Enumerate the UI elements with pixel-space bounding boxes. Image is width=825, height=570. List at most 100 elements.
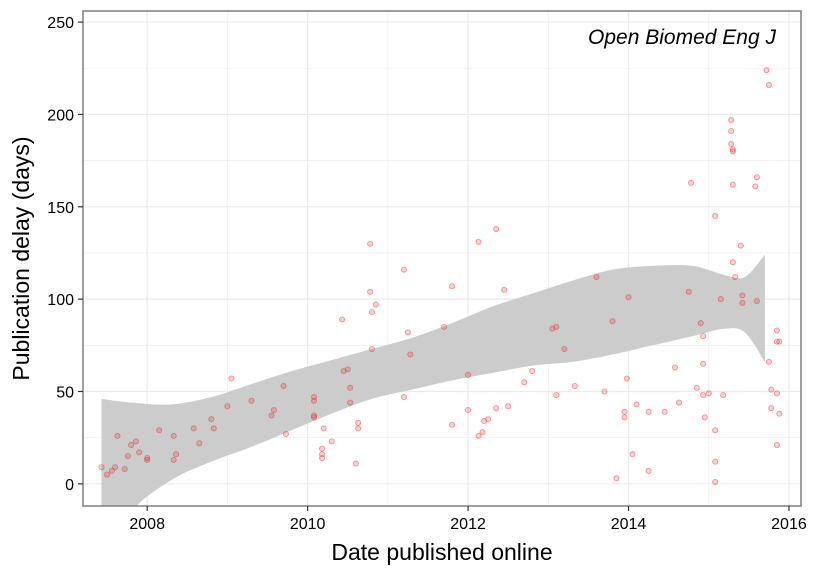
data-point [693, 384, 700, 391]
x-axis-title: Date published online [331, 539, 552, 565]
data-point [773, 327, 780, 334]
data-point [282, 430, 289, 437]
data-point [553, 392, 560, 399]
y-axis-ticks: 0 50 100 150 200 250 [47, 15, 83, 494]
data-point [728, 140, 735, 147]
data-point [449, 283, 456, 290]
data-point [752, 183, 759, 190]
data-point [720, 392, 727, 399]
data-point [773, 390, 780, 397]
data-point [475, 432, 482, 439]
data-point [521, 379, 528, 386]
data-point [124, 453, 131, 460]
data-point [347, 384, 354, 391]
data-point [479, 429, 486, 436]
y-tick-label: 200 [47, 107, 74, 124]
data-point [400, 394, 407, 401]
data-point [173, 451, 180, 458]
data-point [768, 386, 775, 393]
y-tick-label: 250 [47, 15, 74, 32]
data-point [475, 238, 482, 245]
data-point [549, 325, 556, 332]
data-point [190, 425, 197, 432]
data-point [347, 399, 354, 406]
data-point [344, 366, 351, 373]
data-point [311, 414, 318, 421]
y-tick-label: 150 [47, 200, 74, 217]
data-point [367, 240, 374, 247]
data-point [700, 360, 707, 367]
y-axis-title: Publication delay (days) [8, 136, 34, 380]
data-point [728, 116, 735, 123]
data-point [98, 464, 105, 471]
data-point [270, 406, 277, 413]
data-point [623, 375, 630, 382]
data-point [712, 478, 719, 485]
data-point [368, 346, 375, 353]
data-point [319, 451, 326, 458]
x-axis-ticks: 2008 2010 2012 2014 2016 [129, 506, 807, 533]
data-point [112, 464, 119, 471]
data-point [625, 294, 632, 301]
data-point [773, 338, 780, 345]
data-point [672, 364, 679, 371]
data-point [732, 273, 739, 280]
data-point [501, 286, 508, 293]
data-point [776, 410, 783, 417]
data-point [210, 425, 217, 432]
data-point [144, 456, 151, 463]
data-point [311, 397, 318, 404]
data-point [170, 456, 177, 463]
data-point [320, 425, 327, 432]
data-point [136, 449, 143, 456]
data-point [645, 408, 652, 415]
data-point [621, 414, 628, 421]
data-point [728, 128, 735, 135]
data-point [407, 351, 414, 358]
data-point [729, 146, 736, 153]
data-point [593, 273, 600, 280]
data-point [465, 406, 472, 413]
data-point [196, 440, 203, 447]
data-point [248, 397, 255, 404]
data-point [765, 81, 772, 88]
data-point [753, 297, 760, 304]
confidence-band [101, 254, 765, 506]
data-point [571, 382, 578, 389]
data-point [156, 427, 163, 434]
data-point [355, 425, 362, 432]
data-point [132, 438, 139, 445]
data-point [328, 438, 335, 445]
x-tick-label: 2016 [771, 516, 807, 533]
data-point [128, 442, 135, 449]
y-tick-label: 50 [56, 384, 74, 401]
data-point [773, 442, 780, 449]
data-point [705, 390, 712, 397]
data-point [144, 454, 151, 461]
data-point [268, 412, 275, 419]
data-point [768, 405, 775, 412]
data-point [633, 401, 640, 408]
data-point [739, 299, 746, 306]
journal-annotation: Open Biomed Eng J [588, 26, 776, 49]
data-point [700, 392, 707, 399]
data-point [609, 318, 616, 325]
data-point [481, 418, 488, 425]
data-point [729, 259, 736, 266]
data-point [319, 445, 326, 452]
data-point [311, 412, 318, 419]
data-point [311, 394, 318, 401]
x-tick-label: 2014 [611, 516, 647, 533]
data-point [493, 225, 500, 232]
data-point [553, 323, 560, 330]
data-point [712, 458, 719, 465]
data-point [121, 466, 128, 473]
data-point [700, 333, 707, 340]
data-point [737, 242, 744, 249]
data-point [561, 346, 568, 353]
data-point [228, 375, 235, 382]
data-point [717, 296, 724, 303]
plot-panel-border [82, 10, 802, 507]
data-point [485, 416, 492, 423]
